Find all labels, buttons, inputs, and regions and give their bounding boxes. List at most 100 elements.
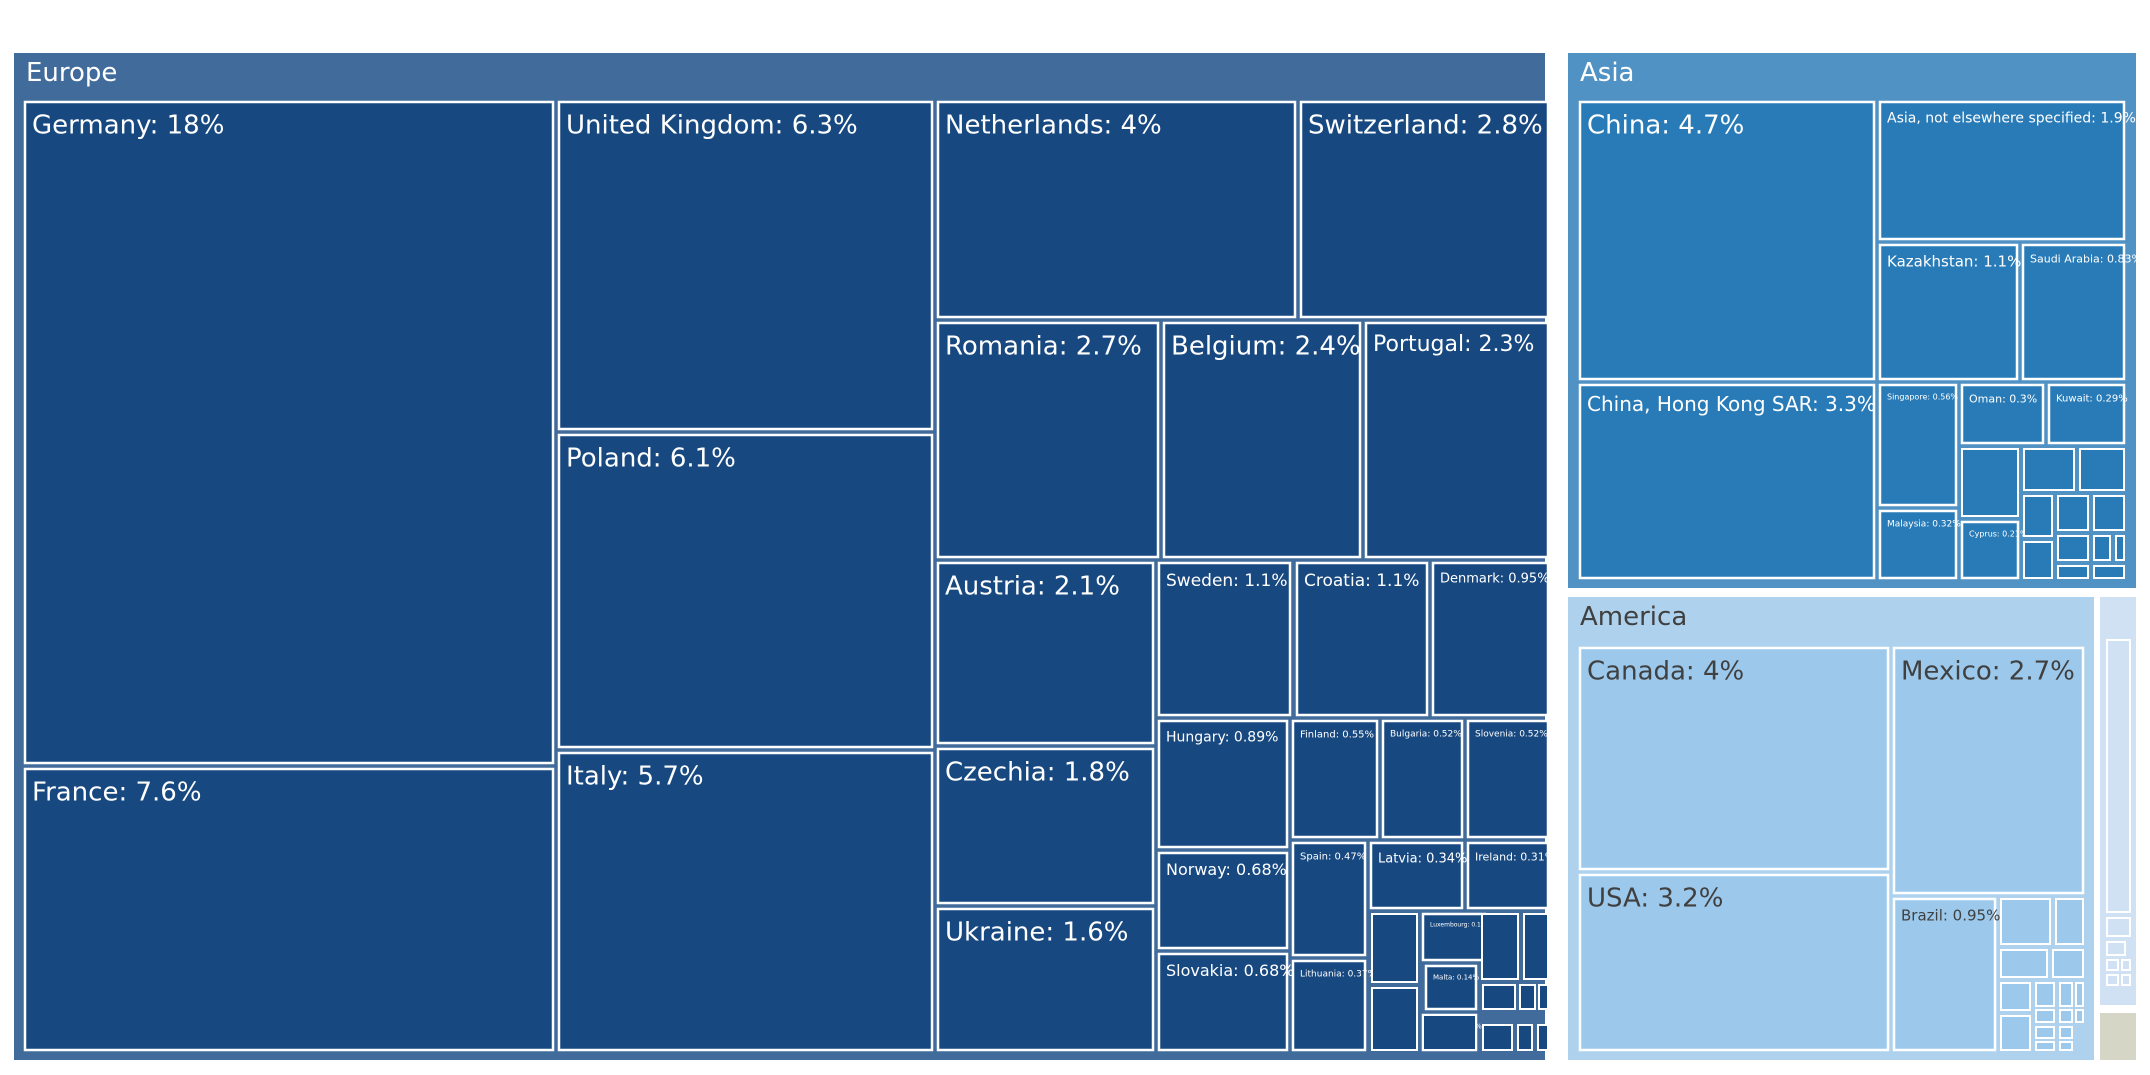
tile-rect xyxy=(557,433,934,749)
treemap-tile-small xyxy=(2000,982,2031,1011)
treemap-tile-cyprus: Cyprus: 0.21% xyxy=(1960,520,2028,580)
treemap-tile-small xyxy=(2059,1041,2073,1051)
tile-label: Ukraine: 1.6% xyxy=(945,918,1129,948)
tile-rect xyxy=(1364,321,1550,559)
tile-rect xyxy=(1960,520,2020,580)
treemap-tile-china-hong-kong-sar: China, Hong Kong SAR: 3.3% xyxy=(1578,383,1876,580)
tile-label: Italy: 5.7% xyxy=(566,762,704,792)
treemap-tile-small xyxy=(1961,448,2019,517)
tile-rect xyxy=(936,747,1155,905)
tile-rect xyxy=(1578,873,1890,1052)
tile-rect xyxy=(1431,561,1550,717)
tile-label: Mexico: 2.7% xyxy=(1901,657,2075,687)
tile-label: Romania: 2.7% xyxy=(945,332,1142,362)
treemap-tile-bulgaria: Bulgaria: 0.52% xyxy=(1381,719,1464,839)
tile-label: Poland: 6.1% xyxy=(566,444,736,474)
tile-label: Denmark: 0.95% xyxy=(1440,571,1550,586)
tile-rect xyxy=(936,321,1160,559)
treemap-tile-small xyxy=(2093,535,2111,561)
tile-rect xyxy=(1578,646,1890,871)
group-background-remaining xyxy=(2100,1013,2136,1060)
tile-label: Malaysia: 0.32% xyxy=(1887,520,1961,530)
tile-label: Brazil: 0.95% xyxy=(1901,906,2000,924)
treemap-tile-italy: Italy: 5.7% xyxy=(557,751,934,1052)
tile-label: Slovenia: 0.52% xyxy=(1475,730,1548,740)
treemap-tile-austria: Austria: 2.1% xyxy=(936,561,1155,745)
treemap-tile-canada: Canada: 4% xyxy=(1578,646,1890,871)
tile-label: Bulgaria: 0.52% xyxy=(1390,730,1462,740)
tile-rect xyxy=(936,907,1155,1052)
tile-rect xyxy=(1162,321,1362,559)
tile-label: China: 4.7% xyxy=(1587,111,1744,141)
tile-label: United Kingdom: 6.3% xyxy=(566,111,858,141)
treemap-tile-small xyxy=(2093,565,2125,579)
tile-label: Luxembourg: 0.17% xyxy=(1430,922,1491,929)
treemap-tile-czechia: Czechia: 1.8% xyxy=(936,747,1155,905)
tile-label: Oman: 0.3% xyxy=(1969,392,2037,405)
tile-rect xyxy=(1878,383,1958,507)
treemap-tile-slovakia: Slovakia: 0.68% xyxy=(1157,952,1294,1052)
treemap-tile-spain: Spain: 0.47% xyxy=(1291,841,1367,957)
treemap-tile-small xyxy=(2106,917,2131,937)
tile-label: Hungary: 0.89% xyxy=(1166,729,1278,745)
treemap-tile-small xyxy=(2035,1041,2055,1051)
tile-label: Ireland: 0.31% xyxy=(1475,850,1555,863)
treemap-tile-small xyxy=(1538,984,1549,1010)
treemap-tile-small xyxy=(2093,495,2125,531)
treemap-tile-small xyxy=(2121,959,2131,971)
treemap-tile-small xyxy=(2121,974,2131,986)
tile-rect xyxy=(23,767,555,1052)
tile-label: Slovakia: 0.68% xyxy=(1166,961,1294,980)
treemap-tile-asia-not-elsewhere-specified: Asia, not elsewhere specified: 1.9% xyxy=(1878,100,2136,241)
treemap-tile-poland: Poland: 6.1% xyxy=(557,433,934,749)
tile-rect xyxy=(1299,100,1550,319)
tile-label: Kuwait: 0.29% xyxy=(2056,394,2128,405)
treemap-tile-small xyxy=(2035,982,2055,1007)
tile-label: USA: 3.2% xyxy=(1587,884,1723,914)
tile-rect xyxy=(1466,719,1550,839)
tile-rect xyxy=(1157,952,1289,1052)
tile-rect xyxy=(1878,243,2019,381)
treemap-tile-sweden: Sweden: 1.1% xyxy=(1157,561,1292,717)
tile-label: Austria: 2.1% xyxy=(945,572,1120,602)
treemap-tile-brazil: Brazil: 0.95% xyxy=(1892,897,2000,1052)
treemap-tile-small xyxy=(2000,1015,2031,1051)
tile-rect xyxy=(1157,719,1289,849)
tile-label: Canada: 4% xyxy=(1587,657,1744,687)
tile-label: Croatia: 1.1% xyxy=(1304,571,1419,591)
treemap-tile-small xyxy=(2059,982,2073,1007)
group-label-america: America xyxy=(1580,602,1687,632)
tile-label: Singapore: 0.56% xyxy=(1887,393,1958,402)
tile-rect xyxy=(1892,897,1997,1052)
tile-rect xyxy=(1157,851,1289,950)
treemap-tile-small xyxy=(2106,941,2126,956)
treemap-tile-small xyxy=(1482,984,1516,1010)
tile-label: Germany: 18% xyxy=(32,111,224,141)
tile-label: Sweden: 1.1% xyxy=(1166,571,1288,591)
tile-rect xyxy=(1878,100,2126,241)
group-label-europe: Europe xyxy=(26,58,117,88)
treemap-group-asia: Asia China: 4.7% China, Hong Kong SAR: 3.3… xyxy=(1568,53,2142,588)
treemap-tile-small xyxy=(2057,565,2089,579)
treemap-tile-small xyxy=(2023,541,2053,579)
tile-rect xyxy=(557,751,934,1052)
treemap-tile-lithuania: Lithuania: 0.37% xyxy=(1291,959,1377,1052)
treemap-tile-portugal: Portugal: 2.3% xyxy=(1364,321,1550,559)
tile-label: Saudi Arabia: 0.83% xyxy=(2030,252,2142,265)
treemap-tile-china: China: 4.7% xyxy=(1578,100,1876,381)
tile-label: Cyprus: 0.21% xyxy=(1969,530,2028,539)
tile-label: Portugal: 2.3% xyxy=(1373,332,1534,357)
treemap-tile-small xyxy=(2059,1009,2073,1023)
tile-rect xyxy=(1291,841,1367,957)
tile-rect xyxy=(1466,841,1550,910)
treemap-tile-croatia: Croatia: 1.1% xyxy=(1295,561,1429,717)
treemap-tile-saudi-arabia: Saudi Arabia: 0.83% xyxy=(2021,243,2142,381)
treemap-tile-ireland: Ireland: 0.31% xyxy=(1466,841,1555,910)
treemap-tile-belgium: Belgium: 2.4% xyxy=(1162,321,1362,559)
treemap-tile-small xyxy=(2075,1009,2084,1023)
tile-rect xyxy=(1369,841,1464,910)
tile-label: Belgium: 2.4% xyxy=(1171,332,1361,362)
tile-rect xyxy=(1291,959,1367,1052)
treemap-tile-small xyxy=(2059,1026,2073,1039)
treemap-tile-small xyxy=(2000,949,2048,978)
